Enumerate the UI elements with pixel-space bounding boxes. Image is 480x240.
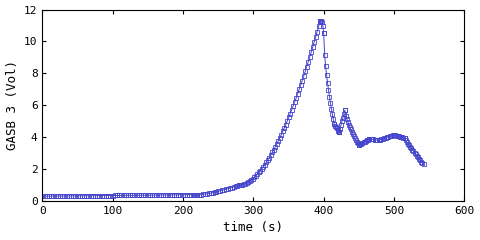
- Y-axis label: GASB 3 (Vol): GASB 3 (Vol): [6, 60, 19, 150]
- X-axis label: time (s): time (s): [223, 222, 283, 234]
